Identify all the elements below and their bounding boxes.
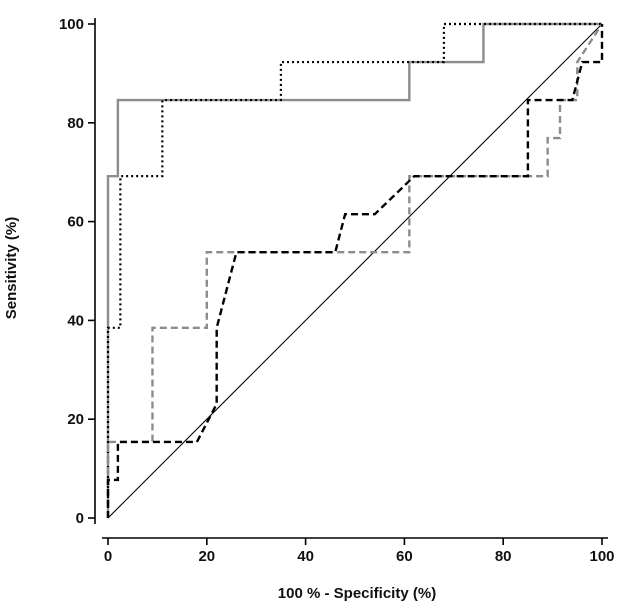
reference-diagonal-line xyxy=(107,23,603,519)
x-tick-label: 80 xyxy=(495,548,512,565)
x-tick-label: 60 xyxy=(396,548,413,565)
x-tick-label: 40 xyxy=(297,548,314,565)
y-tick-label: 100 xyxy=(59,16,84,33)
y-tick-label: 80 xyxy=(67,115,84,132)
series-layer xyxy=(106,22,604,519)
y-tick-label: 60 xyxy=(67,214,84,231)
axes: 0 20 40 60 80 100 0 20 40 60 80 100 xyxy=(59,16,615,565)
x-tick-label: 0 xyxy=(104,548,112,565)
x-axis-label: 100 % - Specificity (%) xyxy=(278,585,436,602)
y-tick-label: 0 xyxy=(76,510,84,527)
y-tick-label: 40 xyxy=(67,312,84,329)
roc-series-1-line xyxy=(106,22,602,518)
y-axis-label: Sensitivity (%) xyxy=(3,217,20,320)
x-tick-label: 20 xyxy=(198,548,215,565)
roc-series-4-line xyxy=(106,24,604,518)
x-tick-label: 100 xyxy=(589,548,614,565)
y-tick-label: 20 xyxy=(67,411,84,428)
